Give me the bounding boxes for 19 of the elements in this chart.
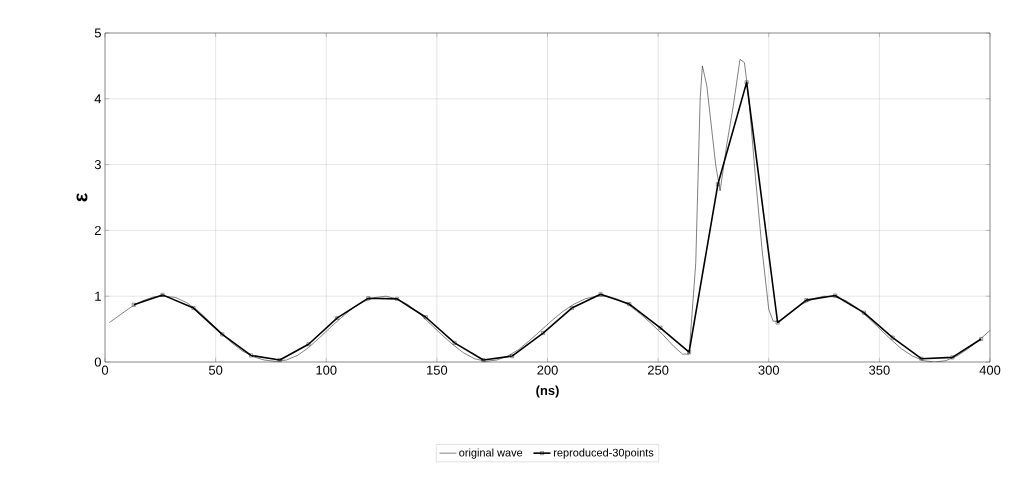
x-tick-label: 350 (869, 365, 890, 375)
x-tick-label: 250 (647, 365, 669, 375)
y-tick-label: 1 (95, 291, 101, 301)
y-tick-label: 4 (94, 94, 102, 104)
x-tick-label: 100 (316, 365, 337, 375)
y-tick-label: 3 (94, 160, 101, 170)
x-tick-label: 150 (427, 365, 448, 375)
x-tick-label: 0 (101, 365, 109, 375)
x-tick-label: 200 (537, 365, 558, 375)
x-tick-label: 50 (208, 365, 223, 375)
y-tick-label: 5 (94, 28, 101, 38)
legend-label: reproduced-30points (553, 448, 654, 459)
y-tick-label: 2 (94, 225, 101, 235)
y-tick-label: 0 (94, 357, 101, 367)
y-axis-title: ε (76, 193, 88, 202)
x-axis-title: (ns) (536, 385, 559, 398)
x-tick-label: 400 (979, 365, 1001, 375)
legend-label: original wave (459, 448, 523, 459)
x-tick-label: 300 (758, 365, 780, 375)
